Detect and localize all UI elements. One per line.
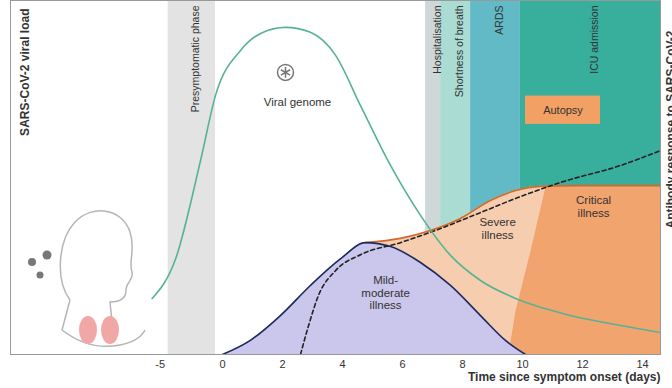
svg-text:Presymptomatic phase: Presymptomatic phase <box>189 5 201 112</box>
svg-text:Autopsy: Autopsy <box>543 104 583 116</box>
svg-text:0: 0 <box>219 358 225 370</box>
svg-text:Hospitalisation: Hospitalisation <box>431 5 443 73</box>
svg-text:Viral genome: Viral genome <box>264 96 332 108</box>
svg-text:Severeillness: Severeillness <box>479 216 515 241</box>
svg-text:Time since symptom onset (days: Time since symptom onset (days) <box>468 370 661 384</box>
svg-text:8: 8 <box>459 358 465 370</box>
svg-text:Criticalillness: Criticalillness <box>576 194 611 219</box>
svg-text:10: 10 <box>516 358 528 370</box>
svg-text:4: 4 <box>339 358 345 370</box>
svg-text:6: 6 <box>399 358 405 370</box>
svg-text:14: 14 <box>636 358 648 370</box>
svg-text:SARS-CoV-2 viral load: SARS-CoV-2 viral load <box>18 9 32 136</box>
svg-text:Antibody response to SARS-CoV-: Antibody response to SARS-CoV-2 <box>664 30 672 228</box>
svg-text:12: 12 <box>576 358 588 370</box>
svg-text:Shortness of breath: Shortness of breath <box>453 5 465 97</box>
svg-text:ICU admission: ICU admission <box>588 5 600 73</box>
svg-text:2: 2 <box>279 358 285 370</box>
svg-text:ARDS: ARDS <box>493 6 505 35</box>
svg-text:Mild-moderateillness: Mild-moderateillness <box>361 274 410 311</box>
svg-text:-5: -5 <box>155 358 165 370</box>
